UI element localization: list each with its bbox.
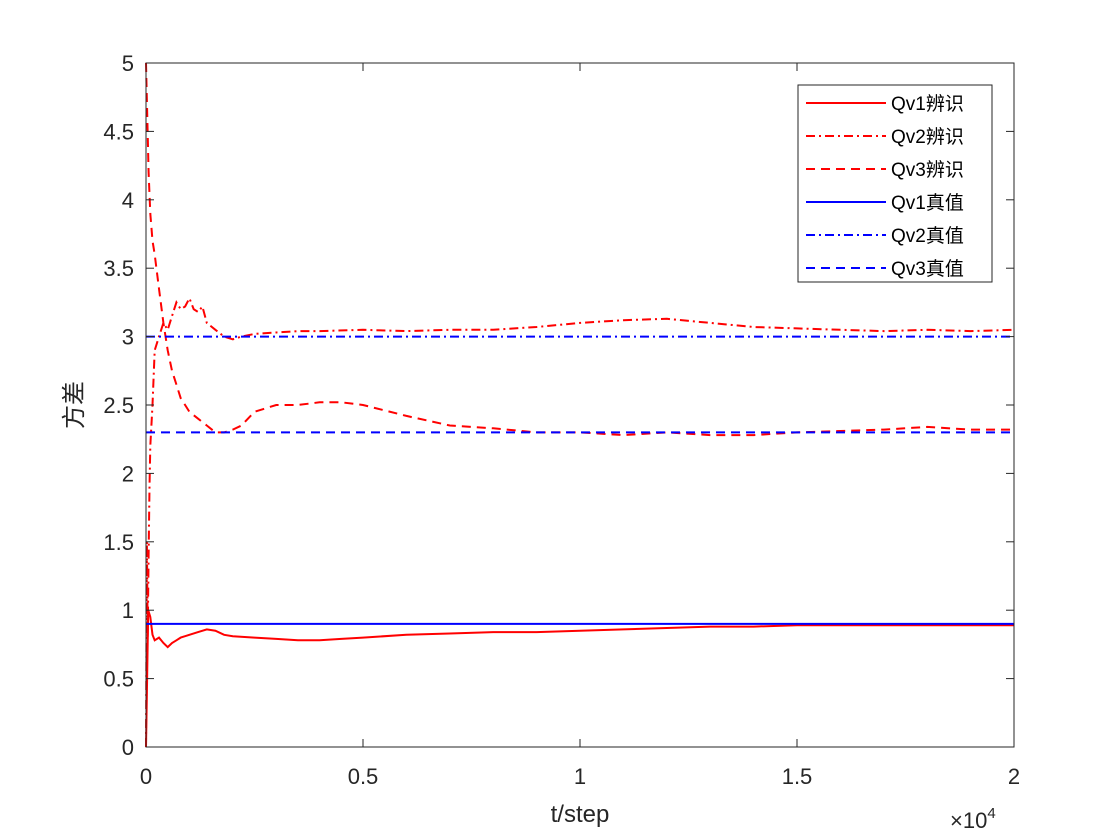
x-exponent-base: ×10	[950, 808, 987, 833]
y-tick-label: 3	[122, 325, 134, 350]
y-tick-label: 5	[122, 51, 134, 76]
y-tick-label: 4	[122, 188, 134, 213]
x-ticks: 0 0.5 1 1.5 2	[140, 63, 1020, 789]
x-exponent-power: 4	[987, 805, 995, 822]
x-exponent-label: ×104	[950, 805, 996, 833]
x-tick-label: 0.5	[348, 764, 379, 789]
y-tick-label: 0	[122, 735, 134, 760]
series-line-3	[145, 62, 1014, 437]
y-tick-label: 1.5	[103, 530, 134, 555]
y-tick-label: 0.5	[103, 667, 134, 692]
x-tick-label: 0	[140, 764, 152, 789]
legend-label: Qv1真值	[891, 192, 964, 214]
series-line-1	[145, 609, 1014, 748]
legend-label: Qv2真值	[891, 225, 964, 247]
legend-label: Qv2辨识	[891, 126, 964, 148]
x-tick-label: 2	[1008, 764, 1020, 789]
y-tick-label: 3.5	[103, 256, 134, 281]
legend-label: Qv3辨识	[891, 159, 964, 181]
y-axis-label: 方差	[61, 381, 88, 429]
x-tick-label: 1.5	[782, 764, 813, 789]
x-axis-label: t/step	[551, 801, 610, 828]
legend-box	[797, 84, 993, 283]
y-ticks: 0 0.5 1 1.5 2 2.5 3 3.5 4 4.5 5	[103, 51, 1014, 760]
x-tick-label: 1	[574, 764, 586, 789]
series-line-2	[145, 295, 1015, 748]
legend: Qv1辨识 Qv2辨识 Qv3辨识 Qv1真值 Qv2真值 Qv3真值	[797, 84, 993, 283]
y-tick-label: 1	[122, 598, 134, 623]
legend-label: Qv1辨识	[891, 93, 964, 115]
y-tick-label: 2.5	[103, 393, 134, 418]
legend-label: Qv3真值	[891, 258, 964, 280]
series-layer	[145, 62, 1015, 748]
y-tick-label: 4.5	[103, 119, 134, 144]
y-tick-label: 2	[122, 461, 134, 486]
